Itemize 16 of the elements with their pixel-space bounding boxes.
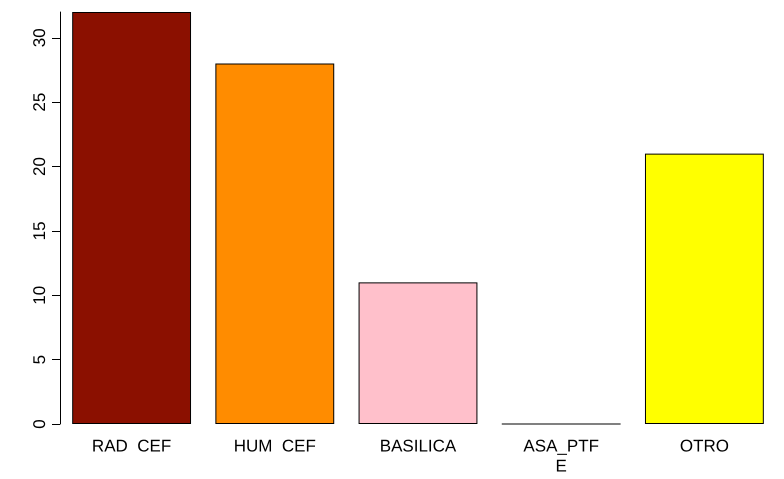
bar	[72, 12, 192, 424]
x-tick-label: ASA_PTF E	[523, 436, 599, 476]
y-tick-label: 15	[30, 221, 49, 240]
y-tick-label: 30	[30, 28, 49, 48]
x-tick-label: OTRO	[680, 436, 729, 456]
y-tick-label: 5	[30, 354, 49, 364]
bar	[358, 282, 478, 424]
x-tick-label: RAD CEF	[92, 436, 172, 456]
y-tick-label: 20	[30, 157, 49, 176]
y-tick-label: 0	[30, 419, 49, 429]
x-tick-label: HUM CEF	[234, 436, 316, 456]
x-tick-label: BASILICA	[380, 436, 457, 456]
y-tick-label: 10	[30, 286, 49, 305]
bar	[644, 154, 764, 424]
bar	[215, 64, 334, 424]
y-tick-label: 25	[30, 92, 49, 112]
